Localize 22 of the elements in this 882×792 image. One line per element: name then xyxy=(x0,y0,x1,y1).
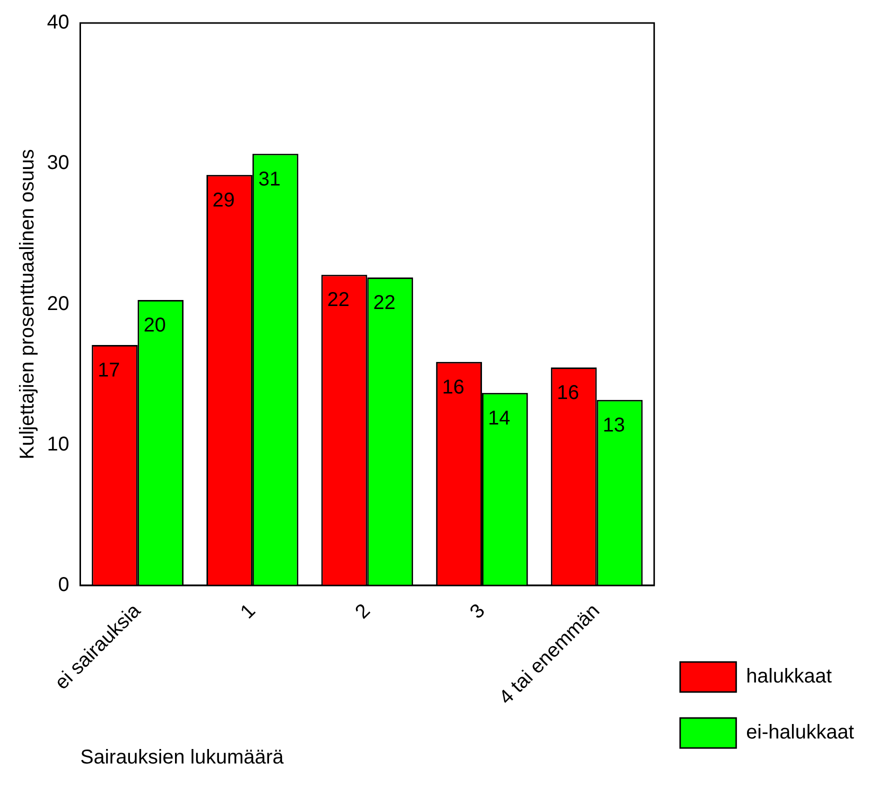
x-tick-label: 1 xyxy=(236,600,260,624)
data-label: 14 xyxy=(488,407,510,430)
y-tick-label: 10 xyxy=(46,433,70,456)
x-tick-label: 3 xyxy=(466,600,490,624)
legend-label: ei-halukkaat xyxy=(746,722,854,744)
x-tick-label: 2 xyxy=(351,600,375,624)
y-axis-title: Kuljettajien prosenttuaalinen osuus xyxy=(16,149,39,460)
x-axis-title: Sairauksien lukumäärä xyxy=(80,746,285,769)
data-label: 29 xyxy=(212,189,235,212)
y-tick-label: 40 xyxy=(46,12,70,34)
data-label: 20 xyxy=(144,314,166,337)
y-tick-label: 0 xyxy=(58,574,70,596)
legend-label: halukkaat xyxy=(746,666,832,688)
data-label: 13 xyxy=(602,414,626,436)
data-label: 22 xyxy=(327,289,350,312)
data-label: 31 xyxy=(258,168,281,190)
y-tick-label: 20 xyxy=(46,292,70,315)
data-label: 17 xyxy=(98,360,120,382)
data-label: 16 xyxy=(556,382,580,404)
y-tick-label: 30 xyxy=(46,152,70,174)
data-label: 22 xyxy=(373,292,396,314)
data-label: 16 xyxy=(442,376,464,398)
